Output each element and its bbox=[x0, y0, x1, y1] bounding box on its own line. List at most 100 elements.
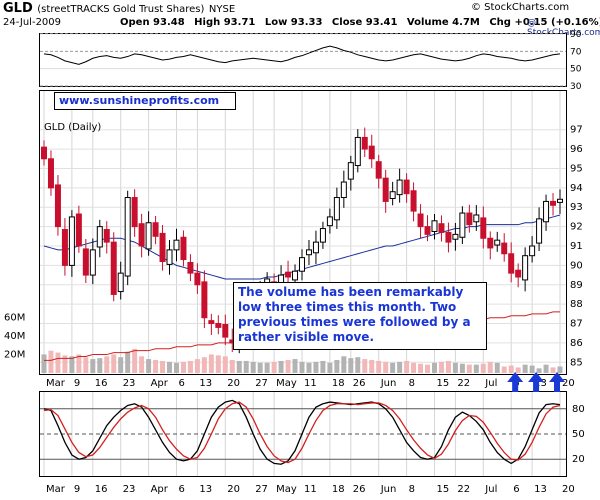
x-tick-label-price: 27 bbox=[255, 378, 268, 389]
price-tick-label: 95 bbox=[570, 163, 583, 174]
symbol: GLD bbox=[3, 1, 33, 16]
volume-bar bbox=[271, 361, 277, 373]
price-tick-label: 94 bbox=[570, 183, 583, 194]
x-tick-label-price: 15 bbox=[436, 378, 449, 389]
candle-body bbox=[292, 270, 299, 281]
volume-bar bbox=[543, 364, 549, 373]
price-tick-label: 85 bbox=[570, 357, 583, 368]
volume-bar bbox=[397, 361, 403, 373]
price-tick-label: 91 bbox=[570, 241, 583, 252]
candle-body bbox=[41, 146, 47, 160]
price-tick-label: 90 bbox=[570, 260, 583, 271]
stoch-tick-label: 20 bbox=[572, 454, 585, 465]
candle-body bbox=[522, 255, 529, 281]
rsi-tick-label: 90 bbox=[570, 30, 582, 40]
candle-body bbox=[54, 184, 61, 228]
x-tick-label-price: 6 bbox=[178, 378, 184, 389]
volume-bar bbox=[55, 352, 61, 373]
stoch-tick-label: 50 bbox=[572, 429, 585, 440]
volume-bar bbox=[334, 360, 340, 373]
candle-body bbox=[543, 200, 550, 223]
price-tick-label: 89 bbox=[570, 280, 583, 291]
volume-tick-label: 60M bbox=[4, 312, 25, 323]
volume-value: Volume 4.7M bbox=[406, 17, 480, 28]
stoch-tick-label: 80 bbox=[572, 404, 585, 415]
candle-body bbox=[438, 223, 445, 233]
volume-bar bbox=[376, 360, 382, 373]
candle-body bbox=[68, 216, 75, 266]
candle-body bbox=[89, 249, 96, 276]
high-value: High 93.71 bbox=[194, 17, 256, 28]
volume-bars bbox=[41, 348, 563, 373]
annotation-box: The volume has been remarkably low three… bbox=[233, 282, 487, 350]
candle-body bbox=[361, 136, 368, 150]
volume-bar bbox=[208, 354, 214, 373]
volume-bar bbox=[452, 362, 458, 373]
website-link[interactable]: www.sunshineprofits.com bbox=[54, 92, 236, 110]
volume-tick-label: 20M bbox=[4, 349, 25, 360]
candle-body bbox=[110, 241, 117, 295]
x-tick-label-price: May bbox=[276, 378, 297, 389]
candle-body bbox=[466, 212, 473, 226]
volume-bar bbox=[167, 361, 173, 373]
volume-bar bbox=[111, 354, 117, 373]
price-tick-label: 96 bbox=[570, 144, 583, 155]
x-tick-label-stoch: 13 bbox=[534, 484, 547, 495]
candle-body bbox=[208, 320, 215, 325]
volume-bar bbox=[257, 362, 263, 373]
price-tick-label: 93 bbox=[570, 202, 583, 213]
up-arrow-icon bbox=[549, 372, 565, 392]
up-arrow-icon bbox=[507, 372, 524, 392]
low-value: Low 93.33 bbox=[264, 17, 323, 28]
x-tick-label-stoch: 9 bbox=[74, 484, 80, 495]
volume-bar bbox=[390, 362, 396, 373]
candle-body bbox=[82, 248, 89, 276]
candle-body bbox=[124, 197, 131, 277]
volume-bar bbox=[529, 365, 535, 373]
volume-bar bbox=[299, 361, 305, 373]
candle-body bbox=[368, 145, 375, 160]
x-tick-label-price: 20 bbox=[227, 378, 240, 389]
candle-body bbox=[403, 179, 410, 195]
x-tick-label-price: 18 bbox=[332, 378, 345, 389]
x-tick-label-stoch: 22 bbox=[457, 484, 470, 495]
volume-bar bbox=[418, 363, 424, 373]
candle-body bbox=[299, 257, 305, 272]
candle-body bbox=[138, 223, 145, 247]
volume-bar bbox=[69, 356, 75, 373]
x-tick-label-price: 11 bbox=[304, 378, 317, 389]
x-tick-label-stoch: 20 bbox=[227, 484, 240, 495]
candle-body bbox=[152, 222, 159, 237]
axis-labels: MarMar9916162323AprApr66131320202727MayM… bbox=[4, 30, 585, 495]
volume-bar bbox=[236, 360, 242, 373]
candle-body bbox=[173, 239, 180, 251]
x-tick-label-price: 9 bbox=[74, 378, 80, 389]
x-tick-label-price: 8 bbox=[409, 378, 415, 389]
candle-body bbox=[501, 242, 508, 255]
volume-bar bbox=[404, 360, 410, 373]
volume-bar bbox=[243, 360, 249, 373]
rsi-tick-label: 30 bbox=[570, 82, 582, 92]
candle-body bbox=[61, 229, 68, 266]
volume-bar bbox=[522, 364, 528, 373]
candle-body bbox=[410, 190, 417, 212]
chart-title: GLD (streetTRACKS Gold Trust Shares) NYS… bbox=[3, 1, 235, 16]
rsi-tick-label: 70 bbox=[570, 47, 582, 57]
rsi-line bbox=[43, 45, 561, 65]
candle-body bbox=[319, 228, 326, 243]
x-tick-label-price: 16 bbox=[95, 378, 108, 389]
price-tick-label: 88 bbox=[570, 299, 583, 310]
change-value: Chg +0.15 (+0.16%) bbox=[489, 17, 600, 28]
candle-body bbox=[529, 245, 536, 257]
candle-body bbox=[333, 197, 340, 221]
volume-bar bbox=[515, 367, 521, 373]
x-tick-label-stoch: Mar bbox=[46, 484, 66, 495]
candle-body bbox=[417, 213, 424, 228]
open-value: Open 93.48 bbox=[120, 17, 185, 28]
source-label: © StockCharts.com bbox=[471, 2, 570, 13]
volume-bar bbox=[201, 357, 207, 373]
volume-bar bbox=[536, 368, 542, 373]
volume-bar bbox=[180, 361, 186, 373]
volume-bar bbox=[445, 360, 451, 373]
volume-bar bbox=[487, 361, 493, 373]
